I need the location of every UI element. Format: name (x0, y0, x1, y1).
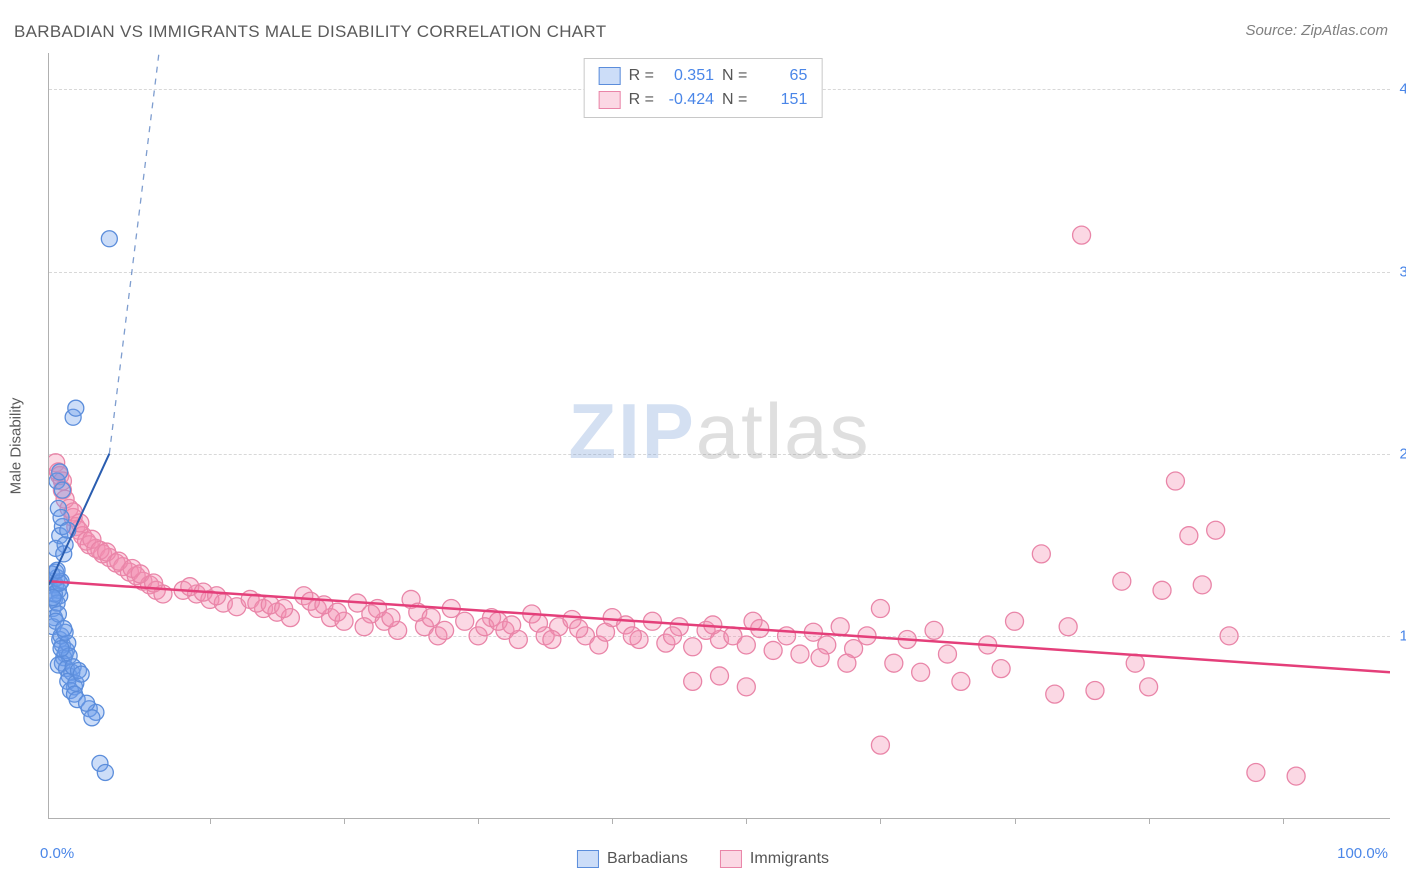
x-tick (746, 818, 747, 824)
stats-legend-row-1: R = 0.351 N = 65 (599, 64, 808, 88)
x-tick (612, 818, 613, 824)
r-label-1: R = (629, 64, 654, 88)
chart-title: BARBADIAN VS IMMIGRANTS MALE DISABILITY … (14, 22, 606, 42)
series-legend-item-2: Immigrants (720, 850, 829, 868)
x-tick (1149, 818, 1150, 824)
source-label: Source: ZipAtlas.com (1245, 22, 1388, 39)
y-tick-label: 10.0% (1394, 627, 1406, 644)
r-value-2: -0.424 (662, 88, 714, 112)
plot-area: ZIPatlas 10.0%20.0%30.0%40.0% (48, 53, 1390, 819)
stats-legend: R = 0.351 N = 65 R = -0.424 N = 151 (584, 58, 823, 118)
x-tick (478, 818, 479, 824)
r-value-1: 0.351 (662, 64, 714, 88)
swatch-series1-bottom (577, 850, 599, 868)
n-value-1: 65 (755, 64, 807, 88)
n-label-2: N = (722, 88, 747, 112)
swatch-series2 (599, 91, 621, 109)
x-tick (344, 818, 345, 824)
series2-name: Immigrants (750, 850, 829, 868)
scatter-svg (49, 53, 1390, 818)
x-tick (210, 818, 211, 824)
y-tick-label: 30.0% (1394, 263, 1406, 280)
x-tick (880, 818, 881, 824)
y-axis-label: Male Disability (8, 398, 25, 495)
y-tick-label: 40.0% (1394, 81, 1406, 98)
series1-name: Barbadians (607, 850, 688, 868)
swatch-series1 (599, 67, 621, 85)
x-tick (1015, 818, 1016, 824)
series-legend: Barbadians Immigrants (577, 850, 829, 868)
n-label-1: N = (722, 64, 747, 88)
stats-legend-row-2: R = -0.424 N = 151 (599, 88, 808, 112)
series-legend-item-1: Barbadians (577, 850, 688, 868)
r-label-2: R = (629, 88, 654, 112)
y-tick-label: 20.0% (1394, 445, 1406, 462)
x-tick (1283, 818, 1284, 824)
x-end-label: 100.0% (1337, 845, 1388, 862)
n-value-2: 151 (755, 88, 807, 112)
x-origin-label: 0.0% (40, 845, 74, 862)
swatch-series2-bottom (720, 850, 742, 868)
